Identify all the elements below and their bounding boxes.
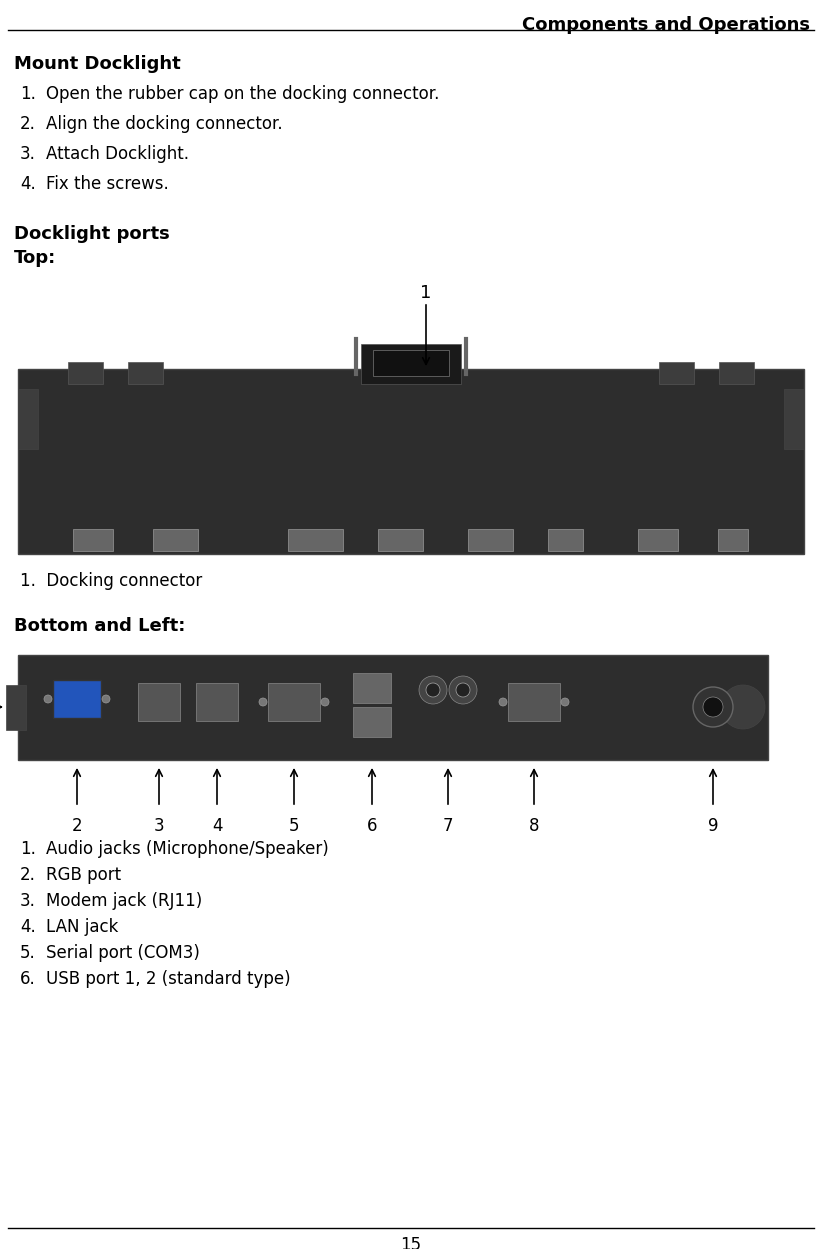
Bar	[718, 530, 748, 551]
Bar	[18, 368, 804, 555]
Bar	[638, 530, 678, 551]
Text: 3: 3	[154, 817, 164, 836]
Bar	[73, 530, 113, 551]
Bar	[373, 350, 449, 376]
Text: 6.: 6.	[20, 970, 35, 988]
Text: 5: 5	[289, 817, 299, 836]
Bar	[68, 362, 103, 383]
Circle shape	[499, 698, 507, 706]
Bar	[548, 530, 583, 551]
Text: 6: 6	[367, 817, 377, 836]
Bar	[784, 388, 804, 448]
Text: 15: 15	[400, 1237, 422, 1249]
Text: 3.: 3.	[20, 892, 36, 911]
Bar	[353, 707, 391, 737]
Circle shape	[449, 676, 477, 704]
Text: 2: 2	[72, 817, 82, 836]
Text: Audio jacks (Microphone/Speaker): Audio jacks (Microphone/Speaker)	[46, 841, 329, 858]
Bar	[378, 530, 423, 551]
Bar	[468, 530, 513, 551]
Circle shape	[703, 697, 723, 717]
Text: 9: 9	[708, 817, 718, 836]
Text: 2.: 2.	[20, 866, 36, 884]
Circle shape	[456, 683, 470, 697]
Circle shape	[102, 694, 110, 703]
Text: USB port 1, 2 (standard type): USB port 1, 2 (standard type)	[46, 970, 291, 988]
Text: Fix the screws.: Fix the screws.	[46, 175, 169, 194]
Text: RGB port: RGB port	[46, 866, 121, 884]
Circle shape	[44, 694, 52, 703]
Circle shape	[561, 698, 569, 706]
Bar	[6, 684, 26, 729]
Text: 4.: 4.	[20, 918, 35, 936]
Bar	[508, 683, 560, 721]
Circle shape	[721, 684, 765, 729]
Text: Open the rubber cap on the docking connector.: Open the rubber cap on the docking conne…	[46, 85, 440, 102]
Circle shape	[321, 698, 329, 706]
Bar	[361, 343, 461, 383]
Circle shape	[259, 698, 267, 706]
Bar	[268, 683, 320, 721]
Bar	[659, 362, 694, 383]
Text: 1: 1	[420, 284, 432, 302]
Circle shape	[426, 683, 440, 697]
Bar	[53, 679, 101, 718]
Bar	[196, 683, 238, 721]
Text: 4.: 4.	[20, 175, 35, 194]
Text: 7: 7	[443, 817, 453, 836]
Text: Mount Docklight: Mount Docklight	[14, 55, 181, 72]
Bar	[138, 683, 180, 721]
Text: Modem jack (RJ11): Modem jack (RJ11)	[46, 892, 202, 911]
Text: Attach Docklight.: Attach Docklight.	[46, 145, 189, 164]
Text: Align the docking connector.: Align the docking connector.	[46, 115, 283, 132]
Bar	[153, 530, 198, 551]
Text: 3.: 3.	[20, 145, 36, 164]
Text: 4: 4	[212, 817, 222, 836]
Text: Bottom and Left:: Bottom and Left:	[14, 617, 186, 634]
Text: Top:: Top:	[14, 249, 56, 267]
Bar	[128, 362, 163, 383]
Circle shape	[693, 687, 733, 727]
Bar	[18, 654, 768, 759]
Text: 1.: 1.	[20, 841, 36, 858]
Text: Serial port (COM3): Serial port (COM3)	[46, 944, 200, 962]
Bar	[719, 362, 754, 383]
Circle shape	[419, 676, 447, 704]
Text: LAN jack: LAN jack	[46, 918, 118, 936]
Bar	[353, 673, 391, 703]
Text: 5.: 5.	[20, 944, 35, 962]
Text: Docklight ports: Docklight ports	[14, 225, 170, 244]
Text: Components and Operations: Components and Operations	[522, 16, 810, 34]
Text: 1.  Docking connector: 1. Docking connector	[20, 572, 202, 590]
Text: 2.: 2.	[20, 115, 36, 132]
Text: 8: 8	[529, 817, 539, 836]
Text: 1.: 1.	[20, 85, 36, 102]
Bar	[288, 530, 343, 551]
Bar	[18, 388, 38, 448]
